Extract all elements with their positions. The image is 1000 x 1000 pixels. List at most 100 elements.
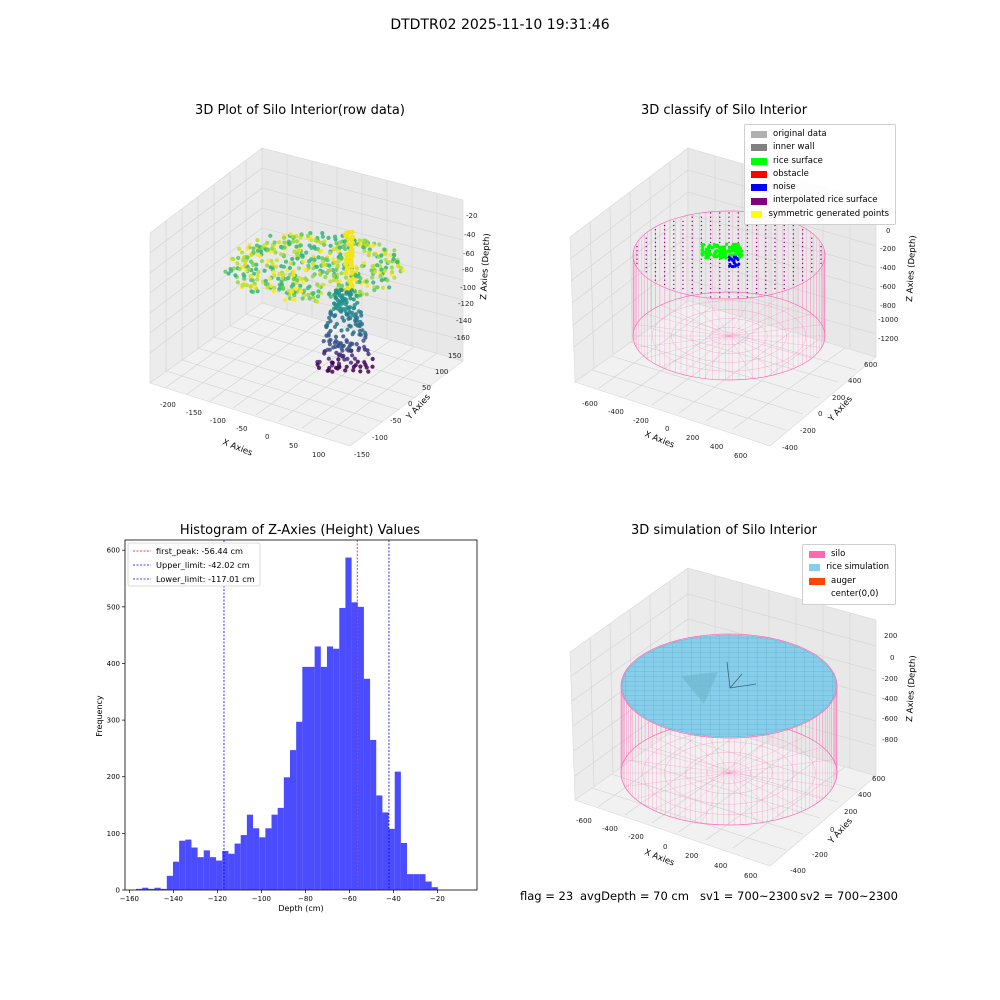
sim-ytick: 0 xyxy=(830,826,834,834)
raw-point xyxy=(344,271,349,276)
histogram-ytick-label: 300 xyxy=(107,717,120,725)
sim-xtick: -200 xyxy=(628,833,644,841)
raw-point xyxy=(251,246,256,251)
interpolated-point xyxy=(792,229,795,231)
raw-point xyxy=(344,312,349,317)
classify-silo-spoke xyxy=(728,335,813,359)
interpolated-point xyxy=(783,254,785,256)
raw-point xyxy=(287,241,292,246)
rice-surface-point xyxy=(734,242,738,246)
legend-item: obstacle xyxy=(751,168,889,181)
raw-point xyxy=(332,324,338,329)
interpolated-point xyxy=(691,229,693,231)
interpolated-point xyxy=(792,279,795,281)
interpolated-point xyxy=(682,283,684,286)
simulation-silo-spoke xyxy=(728,759,834,774)
interpolated-point xyxy=(792,275,795,277)
classify-silo-spoke xyxy=(636,324,730,337)
interpolated-point xyxy=(709,292,712,294)
raw-point xyxy=(235,261,240,266)
interpolated-point xyxy=(737,292,739,294)
histogram-bar xyxy=(376,795,383,890)
raw-point xyxy=(392,253,397,258)
rice-surface-point xyxy=(730,249,734,253)
interpolated-point xyxy=(709,283,712,286)
raw-point xyxy=(334,303,339,308)
raw-point xyxy=(323,275,328,280)
raw-point xyxy=(387,260,392,265)
interpolated-point xyxy=(673,258,675,260)
interpolated-point xyxy=(755,292,758,294)
interpolated-point xyxy=(746,258,749,260)
rice-surface-point xyxy=(738,254,742,258)
interpolated-point xyxy=(792,245,795,248)
interpolated-point xyxy=(654,241,657,244)
interpolated-point xyxy=(728,224,730,227)
raw-point xyxy=(315,299,320,304)
classify-xtick: 400 xyxy=(710,443,723,451)
legend-lower-limit: Lower_limit: -117.01 cm xyxy=(156,574,255,584)
interpolated-point xyxy=(811,271,813,273)
raw-point xyxy=(291,273,296,278)
interpolated-point xyxy=(700,237,703,239)
interpolated-point xyxy=(728,279,730,281)
raw-point xyxy=(315,239,320,244)
interpolated-point xyxy=(746,283,749,286)
histogram-bar xyxy=(203,850,210,890)
raw-point xyxy=(298,243,303,248)
interpolated-point xyxy=(673,275,675,277)
classify-silo-spoke xyxy=(645,335,730,359)
interpolated-point xyxy=(811,245,813,248)
interpolated-point xyxy=(673,229,675,231)
interpolated-point xyxy=(737,287,739,290)
raw-point xyxy=(332,292,337,297)
histogram-ylabel: Frequency xyxy=(95,695,104,737)
raw-point xyxy=(249,259,254,264)
interpolated-point xyxy=(673,233,675,235)
histogram-bar xyxy=(394,771,401,890)
legend-label: rice surface xyxy=(773,155,823,166)
raw-point xyxy=(353,272,358,277)
raw-point xyxy=(351,297,356,302)
histogram-bar xyxy=(197,857,204,890)
raw-point xyxy=(358,293,363,298)
simulation-silo-spoke xyxy=(674,727,730,774)
raw-point xyxy=(223,269,228,274)
sim-xtick: -400 xyxy=(602,825,618,833)
raw-point xyxy=(327,291,332,296)
legend-upper-limit: Upper_limit: -42.02 cm xyxy=(156,560,250,570)
classify-silo-spoke xyxy=(680,335,730,375)
interpolated-point xyxy=(783,229,785,231)
classify-xtick: -200 xyxy=(633,417,649,425)
simulation-silo-spoke xyxy=(728,772,834,787)
interpolated-point xyxy=(645,271,647,273)
raw-ztick: -40 xyxy=(464,231,475,239)
noise-point xyxy=(733,256,737,260)
raw-point xyxy=(348,343,353,348)
interpolated-point xyxy=(663,224,666,227)
raw-point xyxy=(272,285,277,290)
raw-point xyxy=(342,296,347,302)
raw-point xyxy=(378,273,383,279)
classify-ytick: -200 xyxy=(800,427,816,435)
classify-ztick: -800 xyxy=(880,302,896,310)
classify-xtick: -400 xyxy=(608,408,624,416)
interpolated-point xyxy=(691,287,693,290)
interpolated-point xyxy=(746,287,749,290)
histogram-bar xyxy=(271,814,278,890)
interpolated-point xyxy=(709,262,712,265)
interpolated-point xyxy=(811,250,813,252)
interpolated-point xyxy=(765,241,767,244)
legend-label: obstacle xyxy=(773,168,809,179)
histogram-bar xyxy=(320,666,327,890)
raw-point xyxy=(375,263,380,268)
interpolated-point xyxy=(783,279,785,281)
raw-point xyxy=(274,258,279,263)
raw-point xyxy=(363,335,368,340)
raw-point xyxy=(312,244,317,249)
interpolated-point xyxy=(774,237,776,239)
interpolated-point xyxy=(737,279,739,281)
raw-point xyxy=(328,310,333,315)
raw-point xyxy=(274,264,279,269)
